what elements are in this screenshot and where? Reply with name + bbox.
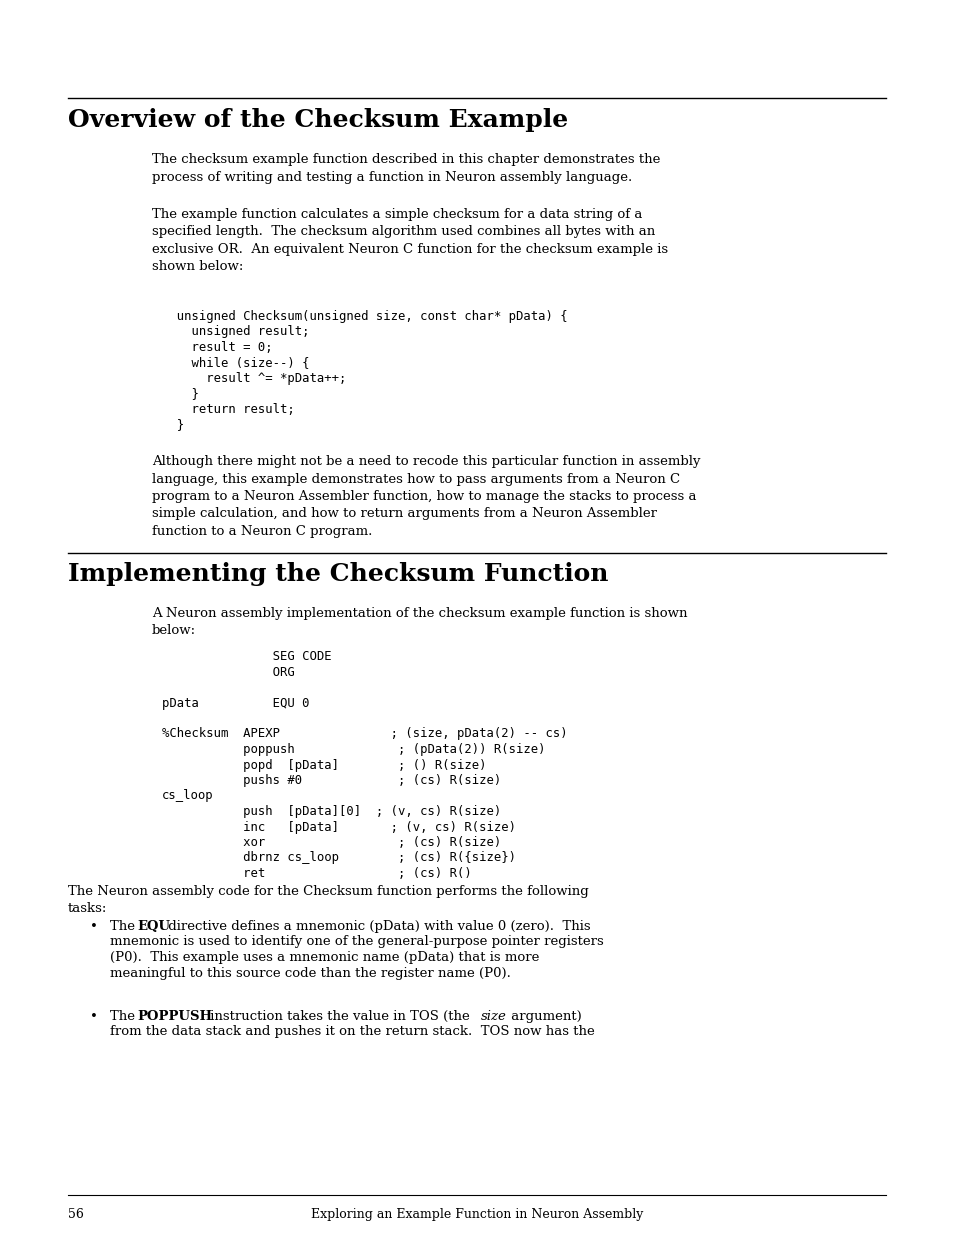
Text: 56: 56 [68,1208,84,1221]
Text: Implementing the Checksum Function: Implementing the Checksum Function [68,562,608,585]
Text: (P0).  This example uses a mnemonic name (pData) that is more: (P0). This example uses a mnemonic name … [110,951,538,965]
Text: cs_loop: cs_loop [162,789,213,803]
Text: poppush              ; (pData(2)) R(size): poppush ; (pData(2)) R(size) [162,743,545,756]
Text: The: The [110,920,139,932]
Text: pushs #0             ; (cs) R(size): pushs #0 ; (cs) R(size) [162,774,500,787]
Text: popd  [pData]        ; () R(size): popd [pData] ; () R(size) [162,758,486,772]
Text: Overview of the Checksum Example: Overview of the Checksum Example [68,107,568,132]
Text: size: size [480,1010,506,1023]
Text: •: • [90,1010,98,1023]
Text: The checksum example function described in this chapter demonstrates the
process: The checksum example function described … [152,153,659,184]
Text: meaningful to this source code than the register name (P0).: meaningful to this source code than the … [110,967,511,979]
Text: result = 0;: result = 0; [162,341,273,354]
Text: unsigned result;: unsigned result; [162,326,309,338]
Text: dbrnz cs_loop        ; (cs) R({size}): dbrnz cs_loop ; (cs) R({size}) [162,851,516,864]
Text: unsigned Checksum(unsigned size, const char* pData) {: unsigned Checksum(unsigned size, const c… [162,310,567,324]
Text: return result;: return result; [162,403,294,416]
Text: •: • [90,920,98,932]
Text: The example function calculates a simple checksum for a data string of a
specifi: The example function calculates a simple… [152,207,667,273]
Text: %Checksum  APEXP               ; (size, pData(2) -- cs): %Checksum APEXP ; (size, pData(2) -- cs) [162,727,567,741]
Text: xor                  ; (cs) R(size): xor ; (cs) R(size) [162,836,500,848]
Text: from the data stack and pushes it on the return stack.  TOS now has the: from the data stack and pushes it on the… [110,1025,594,1039]
Text: }: } [162,419,184,431]
Text: pData          EQU 0: pData EQU 0 [162,697,309,709]
Text: A Neuron assembly implementation of the checksum example function is shown
below: A Neuron assembly implementation of the … [152,606,687,637]
Text: The Neuron assembly code for the Checksum function performs the following
tasks:: The Neuron assembly code for the Checksu… [68,885,588,915]
Text: ORG: ORG [162,666,294,678]
Text: push  [pData][0]  ; (v, cs) R(size): push [pData][0] ; (v, cs) R(size) [162,805,500,818]
Text: while (size--) {: while (size--) { [162,357,309,369]
Text: The: The [110,1010,139,1023]
Text: directive defines a mnemonic (pData) with value 0 (zero).  This: directive defines a mnemonic (pData) wit… [164,920,590,932]
Text: inc   [pData]       ; (v, cs) R(size): inc [pData] ; (v, cs) R(size) [162,820,516,834]
Text: instruction takes the value in TOS (the: instruction takes the value in TOS (the [206,1010,474,1023]
Text: mnemonic is used to identify one of the general-purpose pointer registers: mnemonic is used to identify one of the … [110,935,603,948]
Text: POPPUSH: POPPUSH [137,1010,212,1023]
Text: SEG CODE: SEG CODE [162,650,332,663]
Text: EQU: EQU [137,920,170,932]
Text: Exploring an Example Function in Neuron Assembly: Exploring an Example Function in Neuron … [311,1208,642,1221]
Text: argument): argument) [506,1010,581,1023]
Text: Although there might not be a need to recode this particular function in assembl: Although there might not be a need to re… [152,454,700,538]
Text: ret                  ; (cs) R(): ret ; (cs) R() [162,867,471,881]
Text: }: } [162,388,198,400]
Text: result ^= *pData++;: result ^= *pData++; [162,372,346,385]
